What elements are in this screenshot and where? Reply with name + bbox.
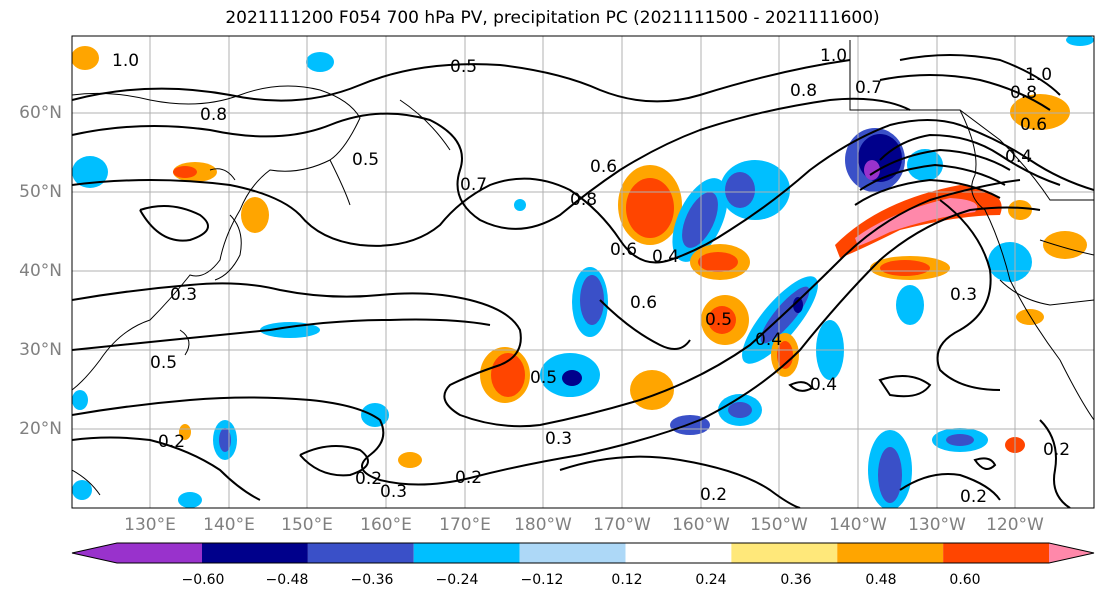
contour-label: 1.0 — [112, 51, 139, 71]
contour-label: 0.5 — [705, 310, 732, 330]
colorbar-tick-label: 0.24 — [695, 572, 727, 588]
contour-label: 0.8 — [200, 105, 227, 125]
lon-label: 160°W — [672, 515, 730, 535]
colorbar-tick-label: 0.60 — [949, 572, 981, 588]
contour-label: 0.5 — [150, 353, 177, 373]
lon-label: 130°W — [908, 515, 966, 535]
lon-label: 130°E — [124, 515, 176, 535]
contour-label: 0.5 — [530, 368, 557, 388]
contour-label: 0.2 — [355, 469, 382, 489]
contour-label: 0.8 — [1010, 83, 1037, 103]
contour-label: 0.3 — [545, 429, 572, 449]
graticule — [72, 36, 1094, 508]
map-frame — [71, 35, 1095, 509]
contour-label: 0.2 — [158, 432, 185, 452]
colorbar-tick-label: −0.12 — [520, 572, 564, 588]
contour-label: 0.3 — [950, 285, 977, 305]
map-title: 2021111200 F054 700 hPa PV, precipitatio… — [225, 8, 880, 28]
contour-label: 0.5 — [450, 57, 477, 77]
contour-label: 0.8 — [570, 190, 597, 210]
contour-label: 0.5 — [352, 150, 379, 170]
lon-label: 160°E — [360, 515, 412, 535]
lon-label: 170°W — [593, 515, 651, 535]
lon-label: 140°W — [829, 515, 887, 535]
lat-label: 40°N — [19, 261, 62, 281]
contour-label: 0.3 — [170, 285, 197, 305]
colorbar-tick-label: 0.36 — [780, 572, 812, 588]
contour-label: 0.7 — [460, 175, 487, 195]
contour-label: 0.2 — [455, 468, 482, 488]
contour-label: 0.2 — [960, 487, 987, 507]
lon-label: 150°E — [281, 515, 333, 535]
contour-label: 0.6 — [590, 157, 617, 177]
contour-label: 0.2 — [700, 485, 727, 505]
contour-label: 0.2 — [1043, 440, 1070, 460]
colorbar-tick-label: 0.48 — [865, 572, 897, 588]
contour-label: 0.6 — [610, 240, 637, 260]
contour-label: 0.4 — [1005, 147, 1032, 167]
contour-label: 0.8 — [790, 81, 817, 101]
colorbar-tick-label: −0.36 — [350, 572, 394, 588]
lon-label: 170°E — [439, 515, 491, 535]
colorbar-tick-label: −0.24 — [435, 572, 479, 588]
lon-label: 120°W — [986, 515, 1044, 535]
lat-label: 20°N — [19, 419, 62, 439]
contour-label: 0.3 — [380, 482, 407, 502]
lat-label: 60°N — [19, 103, 62, 123]
contour-label: 0.4 — [755, 330, 782, 350]
colorbar-tick-label: −0.48 — [265, 572, 309, 588]
contour-labels: 1.0 0.5 0.8 0.5 0.7 0.6 0.8 0.6 0.4 0.5 … — [112, 46, 1070, 507]
lat-label: 50°N — [19, 182, 62, 202]
lon-label: 140°E — [203, 515, 255, 535]
contour-label: 0.6 — [1020, 115, 1047, 135]
contour-label: 0.7 — [855, 78, 882, 98]
contour-label: 0.6 — [630, 293, 657, 313]
lon-label: 180°W — [514, 515, 572, 535]
coastlines — [72, 40, 1094, 496]
lat-label: 30°N — [19, 340, 62, 360]
contour-label: 1.0 — [1025, 65, 1052, 85]
colorbar-tick-label: −0.60 — [181, 572, 225, 588]
colorbar-tick-label: 0.12 — [611, 572, 643, 588]
contour-label: 0.4 — [810, 375, 837, 395]
contour-label: 1.0 — [820, 46, 847, 66]
pv-contours — [72, 54, 1094, 508]
contour-label: 0.4 — [652, 247, 679, 267]
lon-label: 150°W — [750, 515, 808, 535]
